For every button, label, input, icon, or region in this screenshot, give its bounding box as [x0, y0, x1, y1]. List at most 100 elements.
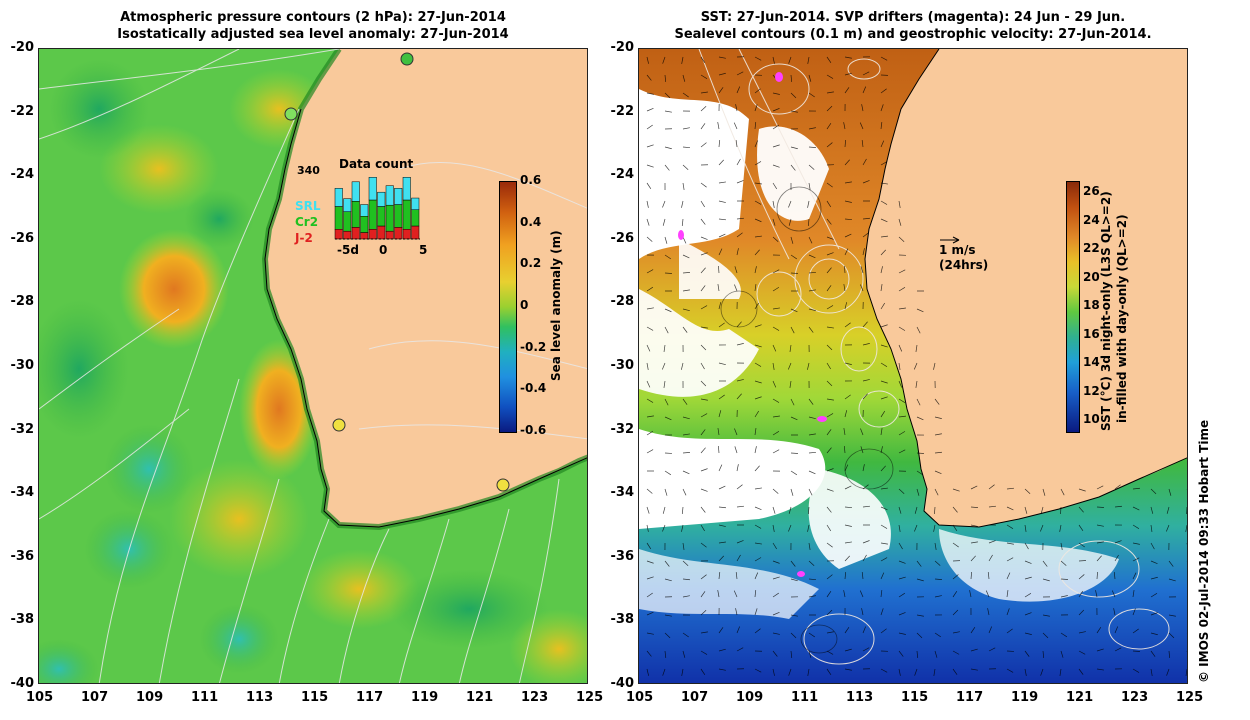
y-tick-label: -24 [10, 167, 35, 183]
colorbar-tick-label: 22 [1083, 241, 1100, 255]
y-tick-label: -40 [610, 676, 635, 691]
sla-colorbar [499, 181, 517, 433]
histogram-bar-j2 [343, 230, 352, 240]
sst-colorbar [1066, 181, 1080, 433]
histogram-bar-cr2 [368, 199, 377, 230]
data-count-inset: Data count 340 SRL Cr2 J-2 -5d 0 5 [295, 157, 447, 269]
y-tick-label: -22 [10, 103, 35, 119]
velocity-scale-arrow [940, 236, 960, 244]
histogram-bar-cr2 [377, 206, 386, 227]
velocity-scale-value: 1 m/s [939, 243, 976, 257]
x-tick-label: 123 [521, 690, 549, 705]
y-tick-label: -26 [10, 230, 35, 246]
inset-xtick-0: -5d [337, 243, 359, 257]
right-title-line2: Sealevel contours (0.1 m) and geostrophi… [674, 27, 1152, 42]
colorbar-tick-label: 0.2 [520, 256, 542, 271]
y-tick-label: -22 [610, 103, 635, 119]
x-tick-label: 125 [1176, 690, 1204, 705]
anomaly-blobs [39, 59, 587, 683]
histogram-bar-srl [334, 188, 343, 207]
left-title-line2: Isostatically adjusted sea level anomaly… [117, 27, 509, 42]
imos-credit: © IMOS 02-Jul-2014 09:33 Hobart Time [1197, 419, 1211, 683]
y-tick-label: -32 [10, 421, 35, 437]
legend-cr2: Cr2 [295, 215, 319, 229]
histogram-bar-j2 [360, 232, 369, 240]
right-title: SST: 27-Jun-2014. SVP drifters (magenta)… [638, 9, 1188, 43]
colorbar-tick-label: -0.6 [520, 423, 547, 437]
histogram-bar-srl [385, 185, 394, 206]
colorbar-tick-label: 20 [1083, 269, 1100, 284]
left-title-line1: Atmospheric pressure contours (2 hPa): 2… [120, 10, 506, 25]
colorbar-tick-label: -0.2 [520, 339, 547, 354]
velocity-scale-period: (24hrs) [939, 258, 989, 272]
histogram-bar-cr2 [402, 199, 411, 230]
inset-max-label: 340 [297, 164, 320, 177]
x-tick-label: 119 [1011, 690, 1039, 705]
y-tick-label: -28 [10, 294, 35, 310]
x-tick-label: 107 [81, 690, 109, 705]
histogram-bar-srl [343, 198, 352, 212]
x-tick-label: 111 [791, 690, 819, 705]
x-tick-label: 109 [136, 690, 164, 705]
sla-colorbar-label: Sea level anomaly (m) [549, 230, 563, 381]
x-tick-label: 115 [901, 690, 929, 705]
histogram-bar-cr2 [385, 204, 394, 232]
x-tick-label: 111 [191, 690, 219, 705]
right-map-svg [639, 49, 1187, 683]
y-tick-label: -32 [610, 421, 635, 437]
inset-xtick-2: 5 [419, 243, 428, 257]
histogram-bar-srl [351, 181, 360, 202]
sea-level-anomaly-map: Data count 340 SRL Cr2 J-2 -5d 0 5 0.6 0.… [38, 48, 588, 684]
y-tick-label: -20 [610, 40, 635, 55]
y-tick-label: -24 [610, 167, 635, 183]
velocity-scale-label: 1 m/s (24hrs) [939, 243, 988, 273]
y-tick-label: -30 [610, 358, 635, 373]
legend-srl: SRL [295, 199, 321, 213]
colorbar-tick-label: 0 [520, 298, 529, 312]
x-tick-label: 123 [1121, 690, 1149, 705]
histogram-bar-srl [411, 197, 420, 210]
y-tick-label: -34 [610, 485, 635, 501]
histogram-bar-cr2 [411, 209, 420, 227]
histogram-bar-cr2 [360, 216, 369, 233]
legend-j2: J-2 [295, 231, 313, 245]
sst-colorbar-label-2: in-filled with day-only (QL>=2) [1115, 214, 1129, 423]
x-tick-label: 105 [626, 690, 654, 705]
histogram-bar-srl [402, 177, 411, 201]
x-tick-label: 109 [736, 690, 764, 705]
colorbar-tick-label: 10 [1083, 412, 1100, 426]
histogram-bar-j2 [368, 229, 377, 240]
cloud-gaps [639, 89, 1119, 619]
y-tick-label: -28 [610, 294, 635, 310]
histogram-bar-cr2 [351, 201, 360, 228]
colorbar-tick-label: 26 [1083, 184, 1100, 198]
velocity-vectors [646, 56, 1187, 676]
x-tick-label: 117 [956, 690, 984, 705]
colorbar-tick-label: 24 [1083, 212, 1100, 227]
sst-map: 1 m/s (24hrs) 26 24 22 20 18 16 14 12 10 SST (°C… [638, 48, 1188, 684]
svp-drifters [678, 72, 827, 577]
left-title: Atmospheric pressure contours (2 hPa): 2… [38, 9, 588, 43]
histogram-bar-srl [394, 188, 403, 205]
right-title-line1: SST: 27-Jun-2014. SVP drifters (magenta)… [700, 10, 1126, 25]
histogram-bar-srl [368, 177, 377, 201]
histogram-bar-srl [377, 191, 386, 207]
y-tick-label: -36 [610, 548, 635, 564]
x-tick-label: 119 [411, 690, 439, 705]
colorbar-tick-label: -0.4 [520, 381, 547, 396]
sealevel-contours [698, 49, 1170, 665]
y-tick-label: -38 [10, 612, 35, 628]
pressure-contours [39, 49, 587, 683]
y-tick-label: -30 [10, 358, 35, 373]
coastline [264, 108, 587, 528]
x-tick-label: 113 [246, 690, 274, 705]
histogram-bar-j2 [351, 227, 360, 240]
coastline-sst [864, 49, 1187, 528]
y-tick-label: -40 [10, 676, 35, 691]
x-tick-label: 115 [301, 690, 329, 705]
histogram-bar-srl [360, 204, 369, 217]
colorbar-tick-label: 0.4 [520, 214, 542, 229]
colorbar-tick-label: 12 [1083, 383, 1100, 398]
negative-contours [720, 186, 894, 654]
histogram-bar-j2 [385, 230, 394, 240]
